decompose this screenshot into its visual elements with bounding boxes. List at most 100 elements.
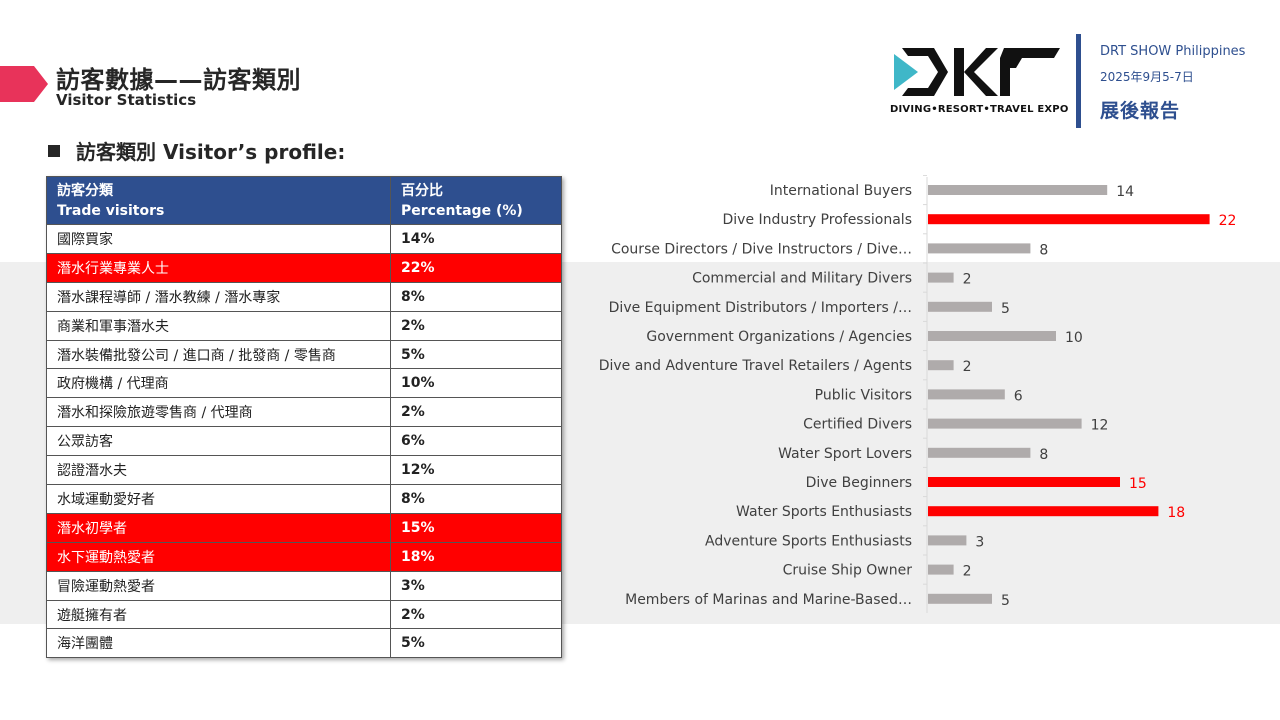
row-label: 潛水行業專業人士 xyxy=(46,252,391,283)
row-percentage: 15% xyxy=(390,512,562,543)
row-label: 遊艇擁有者 xyxy=(46,599,391,630)
page-subtitle: Visitor Statistics xyxy=(56,91,197,109)
row-label: 海洋團體 xyxy=(46,628,391,659)
logo-tagline: DIVING•RESORT•TRAVEL EXPO xyxy=(890,104,1069,115)
header-col2-line1: 百分比 xyxy=(401,182,443,199)
chart-category-label: Water Sport Lovers xyxy=(778,446,912,462)
chart-bar xyxy=(928,272,954,283)
chart-bar xyxy=(928,418,1082,429)
row-label: 潛水和探險旅遊零售商 / 代理商 xyxy=(46,397,391,428)
drt-logo-icon xyxy=(894,48,1060,96)
chart-bar xyxy=(928,389,1005,400)
table-row: 政府機構 / 代理商 10% xyxy=(46,368,562,399)
row-percentage: 5% xyxy=(390,628,562,659)
page-title: 訪客數據——訪客類別 xyxy=(56,66,301,94)
chart-category-label: Government Organizations / Agencies xyxy=(646,329,912,345)
chart-bar xyxy=(928,243,1031,254)
chart-bar xyxy=(928,214,1210,225)
chart-value-label: 12 xyxy=(1091,418,1109,434)
chart-bar xyxy=(928,477,1120,487)
chart-bar xyxy=(928,564,954,575)
report-label: 展後報告 xyxy=(1100,100,1181,122)
chart-bar xyxy=(928,506,1159,517)
row-percentage: 6% xyxy=(390,426,562,457)
chart-category-label: Dive Beginners xyxy=(806,475,912,491)
chart-bar xyxy=(928,593,992,604)
bullet-square-icon xyxy=(48,144,60,157)
row-label: 水域運動愛好者 xyxy=(46,484,391,514)
row-percentage: 12% xyxy=(390,455,562,486)
chart-value-label: 22 xyxy=(1219,213,1237,229)
table-row: 潛水行業專業人士 22% xyxy=(46,252,562,283)
chart-value-label: 8 xyxy=(1039,242,1048,258)
chart-category-label: Water Sports Enthusiasts xyxy=(736,504,912,520)
row-percentage: 18% xyxy=(390,541,562,572)
row-label: 認證潛水夫 xyxy=(46,455,391,486)
chart-category-label: Members of Marinas and Marine-Based… xyxy=(625,592,912,608)
table-row: 潛水初學者 15% xyxy=(46,512,562,543)
visitor-table: 訪客分類 Trade visitors 百分比 Percentage (%) 國… xyxy=(46,176,562,659)
chart-value-label: 6 xyxy=(1014,388,1023,404)
table-row: 潛水課程導師 / 潛水教練 / 潛水專家 8% xyxy=(46,281,562,312)
table-row: 冒險運動熱愛者 3% xyxy=(46,570,562,601)
chart-value-label: 5 xyxy=(1001,301,1010,317)
chart-category-label: Dive Industry Professionals xyxy=(723,212,913,228)
row-label: 水下運動熱愛者 xyxy=(46,541,391,572)
table-row: 國際買家 14% xyxy=(46,224,562,254)
chart-category-label: Adventure Sports Enthusiasts xyxy=(705,533,912,549)
chart-category-label: Commercial and Military Divers xyxy=(692,271,912,287)
chart-category-label: Certified Divers xyxy=(803,417,912,433)
row-label: 潛水裝備批發公司 / 進口商 / 批發商 / 零售商 xyxy=(46,339,391,370)
chart-bar xyxy=(928,360,954,371)
header-col2-line2: Percentage (%) xyxy=(401,202,523,219)
section-heading: 訪客類別 Visitor’s profile: xyxy=(48,136,345,165)
chart-value-label: 2 xyxy=(963,359,972,375)
row-percentage: 2% xyxy=(390,599,562,630)
chart-bar xyxy=(928,447,1031,458)
show-name: DRT SHOW Philippines xyxy=(1100,44,1246,59)
chart-bar xyxy=(928,535,967,546)
show-date: 2025年9月5-7日 xyxy=(1100,70,1194,84)
table-row: 水下運動熱愛者 18% xyxy=(46,541,562,572)
chart-bar xyxy=(928,301,992,312)
row-percentage: 3% xyxy=(390,570,562,601)
table-row: 公眾訪客 6% xyxy=(46,426,562,457)
row-percentage: 2% xyxy=(390,397,562,428)
chart-value-label: 18 xyxy=(1167,505,1185,521)
section-heading-text: 訪客類別 Visitor’s profile: xyxy=(76,140,346,164)
header-divider xyxy=(1076,34,1081,128)
chart-value-label: 2 xyxy=(963,564,972,580)
header-col1-line2: Trade visitors xyxy=(57,202,165,219)
chart-bar xyxy=(928,331,1056,341)
row-percentage: 5% xyxy=(390,339,562,370)
row-label: 政府機構 / 代理商 xyxy=(46,368,391,399)
row-label: 冒險運動熱愛者 xyxy=(46,570,391,601)
chart-value-label: 15 xyxy=(1129,476,1147,492)
accent-arrow-icon xyxy=(0,66,48,102)
row-percentage: 10% xyxy=(390,368,562,399)
row-percentage: 22% xyxy=(390,252,562,283)
row-label: 潛水課程導師 / 潛水教練 / 潛水專家 xyxy=(46,281,391,312)
row-percentage: 14% xyxy=(390,224,562,254)
table-row: 水域運動愛好者 8% xyxy=(46,484,562,514)
table-row: 遊艇擁有者 2% xyxy=(46,599,562,630)
row-percentage: 8% xyxy=(390,484,562,514)
chart-category-label: Dive and Adventure Travel Retailers / Ag… xyxy=(600,358,912,374)
table-header-row: 訪客分類 Trade visitors 百分比 Percentage (%) xyxy=(46,176,562,225)
chart-category-label: Course Directors / Dive Instructors / Di… xyxy=(611,241,912,257)
chart-category-label: Public Visitors xyxy=(815,387,912,403)
chart-category-label: Dive Equipment Distributors / Importers … xyxy=(609,300,912,316)
chart-value-label: 5 xyxy=(1001,593,1010,609)
visitor-bar-chart: International Buyers 14 Dive Industry Prof… xyxy=(600,175,1237,613)
chart-value-label: 10 xyxy=(1065,330,1083,346)
row-label: 公眾訪客 xyxy=(46,426,391,457)
table-row: 潛水和探險旅遊零售商 / 代理商 2% xyxy=(46,397,562,428)
row-label: 商業和軍事潛水夫 xyxy=(46,310,391,341)
chart-value-label: 8 xyxy=(1039,447,1048,463)
table-row: 潛水裝備批發公司 / 進口商 / 批發商 / 零售商 5% xyxy=(46,339,562,370)
row-percentage: 2% xyxy=(390,310,562,341)
header-col-percentage: 百分比 Percentage (%) xyxy=(390,176,562,225)
table-row: 海洋團體 5% xyxy=(46,628,562,659)
table-row: 認證潛水夫 12% xyxy=(46,455,562,486)
row-label: 國際買家 xyxy=(46,224,391,254)
